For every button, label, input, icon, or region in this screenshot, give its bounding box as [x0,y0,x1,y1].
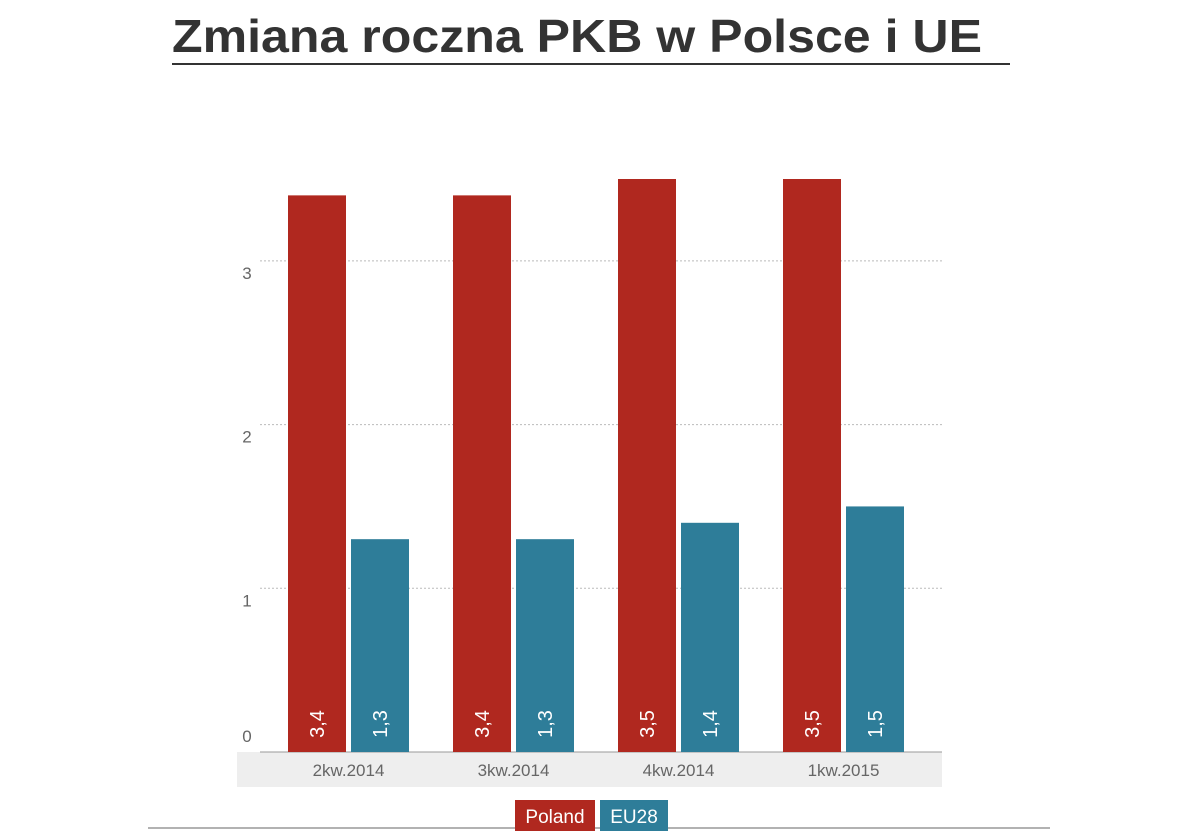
bar [288,195,346,752]
legend-swatch [515,800,595,831]
chart-title: Zmiana roczna PKB w Polsce i UE [172,10,982,62]
value-label: 1,3 [370,710,392,738]
value-label: 3,5 [637,710,659,738]
y-tick-label: 3 [242,264,251,283]
y-tick-label: 0 [242,727,251,746]
x-tick-label: 1kw.2015 [808,761,880,780]
legend-label: Poland [525,807,584,828]
bar [453,195,511,752]
x-tick-label: 3kw.2014 [478,761,550,780]
y-tick-label: 1 [242,591,251,610]
legend-label: EU28 [610,807,658,828]
value-label: 1,5 [865,710,887,738]
bar [846,506,904,752]
value-label: 3,5 [802,710,824,738]
bar [351,539,409,752]
value-label: 1,3 [535,710,557,738]
bar [516,539,574,752]
x-tick-label: 2kw.2014 [313,761,385,780]
value-label: 1,4 [700,710,722,738]
bar [783,179,841,752]
x-tick-label: 4kw.2014 [643,761,715,780]
value-label: 3,4 [307,710,329,738]
y-tick-label: 2 [242,428,251,447]
bar [618,179,676,752]
legend-swatch [600,800,668,831]
bar [681,522,739,752]
category-strip [237,752,942,787]
value-label: 3,4 [472,710,494,738]
